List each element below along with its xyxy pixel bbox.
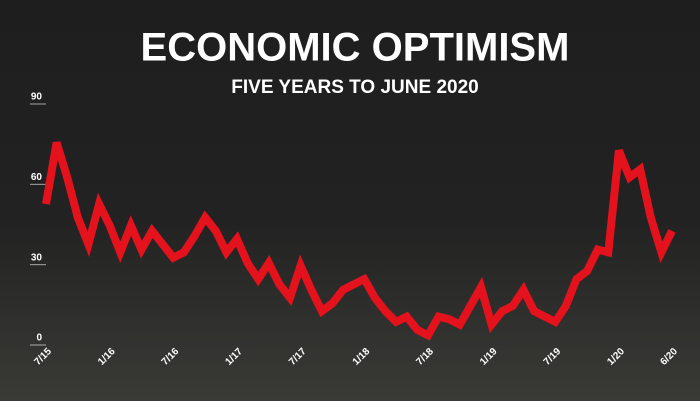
y-tick-label: 30: [31, 252, 43, 263]
y-tick-label: 60: [31, 172, 43, 183]
chart-subtitle: FIVE YEARS TO JUNE 2020: [231, 77, 478, 98]
y-tick-label: 0: [36, 333, 42, 344]
chart-title: ECONOMIC OPTIMISM: [141, 26, 570, 70]
y-tick-label: 90: [31, 92, 43, 103]
data-line: [42, 141, 676, 341]
